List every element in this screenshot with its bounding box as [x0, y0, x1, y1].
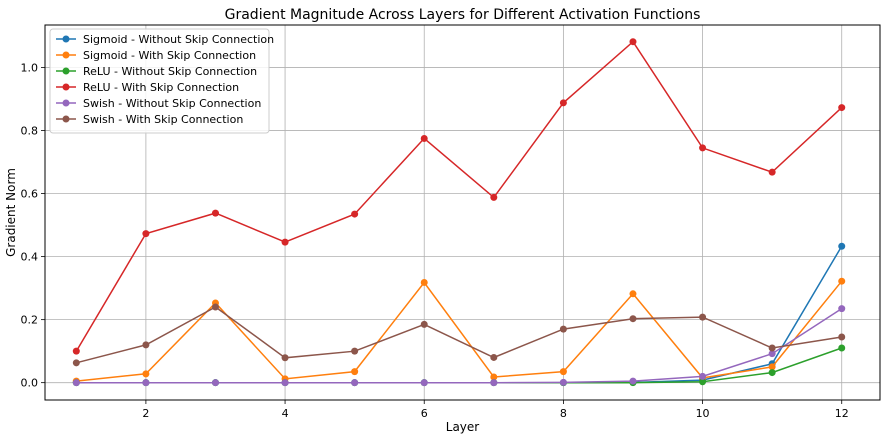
legend-item: Swish - With Skip Connection — [56, 113, 243, 126]
axis-ticks: 2 4 6 8 10 12 0.0 0.2 0.4 0.6 0.8 1.0 — [21, 62, 849, 420]
data-point — [351, 379, 359, 387]
legend-swatch-marker — [62, 51, 70, 59]
y-tick-label: 0.4 — [21, 251, 39, 264]
x-tick-label: 12 — [835, 407, 849, 420]
legend-swatch-marker — [62, 99, 70, 107]
series-3 — [72, 38, 846, 355]
data-point — [281, 354, 289, 362]
data-point — [768, 350, 776, 358]
legend-item: Sigmoid - Without Skip Connection — [56, 33, 274, 46]
series-line — [76, 347, 842, 384]
data-point — [629, 315, 637, 323]
data-point — [838, 242, 846, 250]
data-point — [142, 341, 150, 349]
data-point — [768, 168, 776, 176]
data-point — [142, 379, 150, 387]
x-tick-label: 4 — [282, 407, 289, 420]
legend-swatch-marker — [62, 115, 70, 123]
data-point — [490, 379, 498, 387]
series-4 — [72, 305, 846, 387]
data-point — [420, 320, 428, 328]
data-point — [420, 278, 428, 286]
data-point — [559, 325, 567, 333]
legend-label: Sigmoid - Without Skip Connection — [83, 33, 274, 46]
data-point — [629, 377, 637, 385]
data-point — [838, 344, 846, 352]
series-line — [75, 40, 843, 352]
legend-box — [49, 28, 270, 134]
legend-label: ReLU - Without Skip Connection — [83, 65, 257, 78]
legend-label: Swish - Without Skip Connection — [83, 97, 261, 110]
data-point — [351, 368, 359, 376]
data-point — [211, 303, 219, 311]
data-point — [629, 290, 637, 298]
y-tick-label: 0.8 — [21, 125, 39, 138]
legend-item: ReLU - Without Skip Connection — [56, 65, 257, 78]
legend-item: ReLU - With Skip Connection — [56, 81, 239, 94]
data-point — [72, 359, 80, 367]
x-tick-label: 6 — [421, 407, 428, 420]
data-point — [142, 370, 150, 378]
legend-item: Sigmoid - With Skip Connection — [56, 49, 256, 62]
data-point — [420, 134, 428, 142]
x-tick-label: 10 — [696, 407, 710, 420]
legend-label: Swish - With Skip Connection — [83, 113, 243, 126]
data-point — [838, 104, 846, 112]
data-point — [559, 99, 567, 107]
series-group — [72, 38, 846, 387]
legend-label: ReLU - With Skip Connection — [83, 81, 239, 94]
data-point — [490, 353, 498, 361]
legend-swatch-marker — [62, 83, 70, 91]
data-point — [838, 333, 846, 341]
y-tick-label: 0.0 — [21, 377, 39, 390]
data-point — [490, 193, 498, 201]
legend-label: Sigmoid - With Skip Connection — [83, 49, 256, 62]
data-point — [768, 369, 776, 377]
legend-swatch-marker — [62, 35, 70, 43]
y-tick-label: 1.0 — [21, 62, 39, 75]
legend-swatch-marker — [62, 67, 70, 75]
x-axis-label: Layer — [446, 420, 480, 434]
x-tick-label: 8 — [560, 407, 567, 420]
series-0 — [72, 242, 846, 387]
data-point — [699, 313, 707, 321]
data-point — [768, 344, 776, 352]
series-2 — [72, 344, 846, 387]
legend-item: Swish - Without Skip Connection — [56, 97, 261, 110]
plot-frame — [44, 24, 881, 401]
series-line — [76, 245, 843, 384]
data-point — [211, 209, 219, 217]
series-line — [76, 280, 843, 382]
series-line — [76, 306, 842, 364]
y-tick-label: 0.6 — [21, 188, 39, 201]
data-point — [629, 38, 637, 46]
data-point — [351, 210, 359, 218]
x-tick-label: 2 — [142, 407, 149, 420]
data-point — [490, 373, 498, 381]
data-point — [699, 378, 707, 386]
y-axis-label: Gradient Norm — [4, 168, 18, 257]
series-5 — [72, 303, 846, 367]
data-point — [768, 363, 776, 371]
series-line — [76, 307, 843, 384]
data-point — [420, 379, 428, 387]
data-point — [699, 372, 707, 380]
data-point — [72, 379, 80, 387]
data-point — [351, 347, 359, 355]
data-point — [559, 378, 567, 386]
data-point — [838, 305, 846, 313]
y-tick-label: 0.2 — [21, 314, 39, 327]
data-point — [699, 144, 707, 152]
data-point — [281, 238, 289, 246]
data-point — [559, 368, 567, 376]
data-point — [211, 379, 219, 387]
data-point — [838, 277, 846, 285]
chart-title: Gradient Magnitude Across Layers for Dif… — [225, 7, 701, 23]
series-1 — [72, 277, 846, 385]
data-point — [142, 230, 150, 238]
legend: Sigmoid - Without Skip Connection Sigmoid… — [49, 28, 274, 134]
data-point — [72, 347, 80, 355]
data-point — [281, 379, 289, 387]
